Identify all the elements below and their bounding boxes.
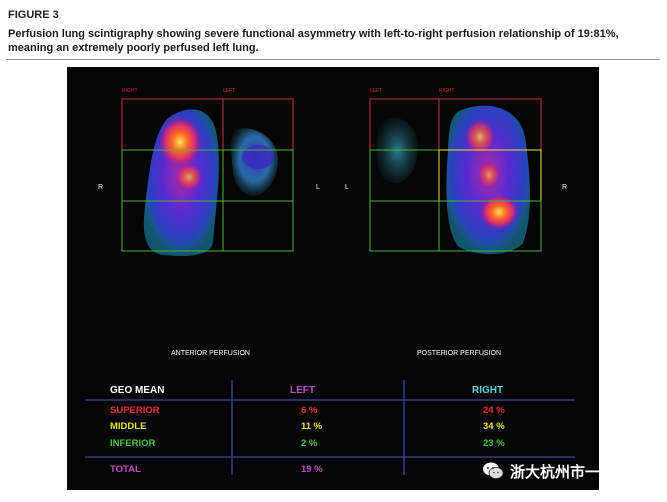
anterior-caption: ANTERIOR PERFUSION [171, 350, 250, 357]
superior-right-value: 24 % [483, 405, 505, 416]
wechat-icon [483, 462, 504, 479]
total-label: TOTAL [110, 464, 141, 475]
watermark-text: 浙大杭州市一重症 [510, 462, 631, 481]
figure-caption: Perfusion lung scintigraphy showing seve… [8, 28, 619, 54]
posterior-side-l: L [345, 184, 349, 191]
scintigraphy-svg: RIGHT LEFT R L LEFT RIGHT L R ANTERIOR P… [85, 88, 575, 475]
inferior-left-value: 2 % [301, 438, 318, 449]
anterior-side-l: L [316, 184, 320, 191]
middle-label: MIDDLE [110, 421, 146, 432]
inferior-right-value: 23 % [483, 438, 505, 449]
inferior-label: INFERIOR [110, 438, 156, 449]
anterior-left-label: LEFT [223, 88, 235, 94]
left-header: LEFT [290, 385, 315, 396]
anterior-right-label: RIGHT [122, 88, 138, 94]
posterior-hotspot-top [465, 119, 495, 155]
watermark: 浙大杭州市一重症 [482, 458, 662, 484]
middle-right-value: 34 % [483, 421, 505, 432]
posterior-right-inferior-box [438, 200, 542, 252]
posterior-left-label: LEFT [370, 88, 382, 94]
anterior-hotspot-2 [175, 163, 203, 191]
anterior-left-core [242, 145, 274, 169]
superior-label: SUPERIOR [110, 405, 160, 416]
posterior-hotspot-mid [477, 161, 501, 189]
scintigraphy-panel: RIGHT LEFT R L LEFT RIGHT L R ANTERIOR P… [67, 67, 599, 490]
posterior-side-r: R [562, 184, 567, 191]
superior-left-value: 6 % [301, 405, 318, 416]
figure-label: FIGURE 3 [8, 9, 59, 21]
anterior-left-inferior-box [222, 200, 294, 252]
right-header: RIGHT [472, 385, 503, 396]
posterior-left-lung [376, 117, 419, 184]
anterior-hotspot [158, 116, 202, 168]
middle-left-value: 11 % [301, 421, 323, 432]
total-left-value: 19 % [301, 464, 323, 475]
posterior-hotspot-bottom [479, 194, 519, 230]
geo-mean-header: GEO MEAN [110, 385, 164, 396]
posterior-left-inferior-box [369, 200, 440, 252]
caption-rule [6, 59, 660, 60]
posterior-right-label: RIGHT [439, 88, 455, 94]
posterior-caption: POSTERIOR PERFUSION [417, 350, 501, 357]
anterior-side-r: R [98, 184, 103, 191]
